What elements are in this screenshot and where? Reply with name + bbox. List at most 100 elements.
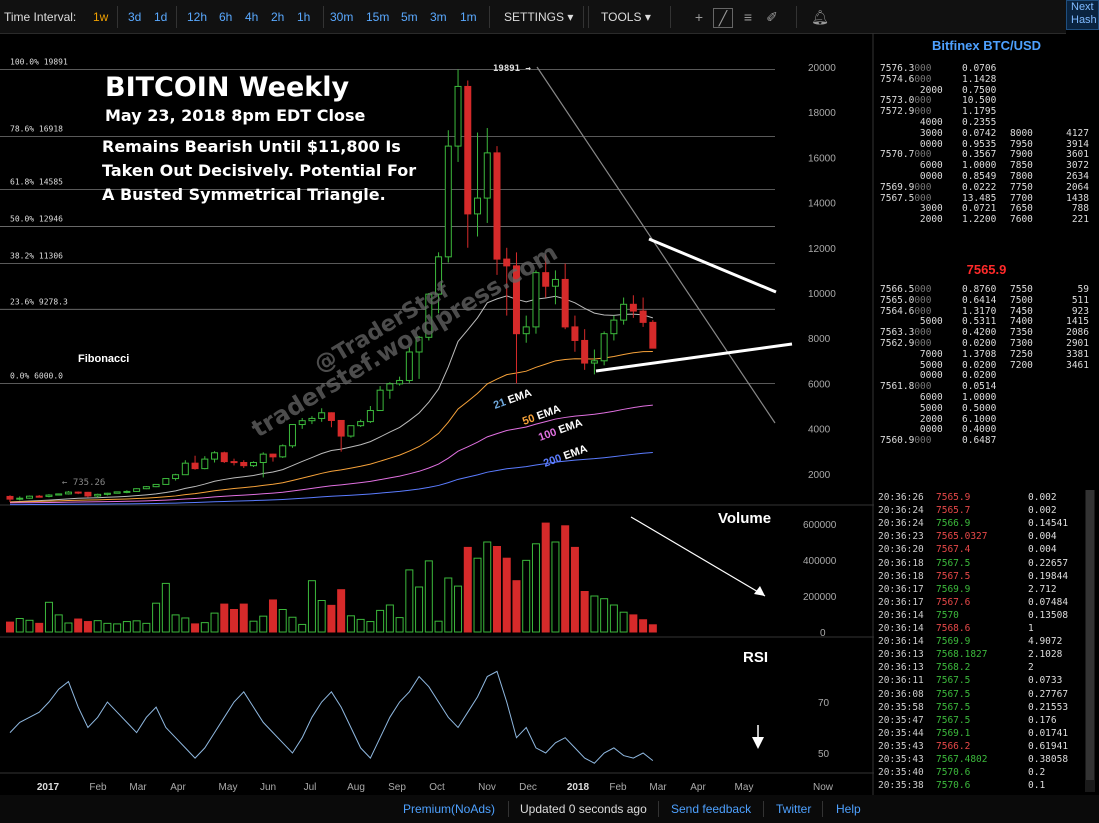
volume-bar bbox=[132, 620, 141, 633]
trade-amount: 0.14541 bbox=[1028, 518, 1069, 530]
interval-6h[interactable]: 6h bbox=[219, 10, 233, 24]
trade-amount: 2.712 bbox=[1028, 583, 1057, 595]
candle-body bbox=[454, 85, 462, 147]
x-axis-label: Dec bbox=[519, 782, 537, 793]
volume-bar bbox=[64, 622, 73, 633]
volume-bar bbox=[531, 543, 540, 633]
trade-row: 20:36:13 7568.2 2 bbox=[874, 662, 1084, 674]
separator bbox=[658, 801, 659, 817]
interval-4h[interactable]: 4h bbox=[245, 10, 259, 24]
trade-time: 20:36:20 bbox=[878, 544, 924, 556]
bell-icon[interactable]: 🔔︎ bbox=[811, 9, 829, 25]
trendline-icon[interactable]: ╱ bbox=[713, 8, 733, 28]
order-price-suffix: 000 bbox=[914, 284, 932, 295]
order-amount: 0.0514 bbox=[962, 381, 997, 393]
top-toolbar: Time Interval: 1w 3d 1d 12h 6h 4h 2h 1h 30m 15m 5m… bbox=[0, 0, 1066, 34]
trade-price: 7567.5 bbox=[936, 701, 971, 713]
interval-1d[interactable]: 1d bbox=[154, 10, 168, 24]
volume-bar bbox=[288, 616, 297, 633]
volume-bar bbox=[395, 617, 404, 633]
premium-link[interactable]: Premium(NoAds) bbox=[403, 802, 496, 816]
volume-bar bbox=[307, 580, 316, 633]
volume-bar bbox=[122, 621, 131, 633]
triangle-upper-line bbox=[648, 237, 777, 294]
interval-3d[interactable]: 3d bbox=[128, 10, 142, 24]
price-axis-tick: 4000 bbox=[808, 425, 831, 436]
tools-menu[interactable]: TOOLS ▾ bbox=[601, 10, 651, 24]
candle-body bbox=[162, 478, 170, 485]
twitter-link[interactable]: Twitter bbox=[776, 802, 812, 816]
hlines-icon[interactable]: ≡ bbox=[743, 9, 753, 25]
separator bbox=[508, 801, 509, 817]
depth-amount: 4127 bbox=[1066, 127, 1089, 139]
candle-body bbox=[435, 256, 443, 295]
volume-bar bbox=[142, 622, 151, 633]
depth-price: 7950 bbox=[1010, 138, 1033, 150]
order-price: 7563.3000 bbox=[880, 327, 932, 339]
volume-axis-tick: 0 bbox=[820, 628, 826, 639]
footer: Premium(NoAds) Updated 0 seconds ago Sen… bbox=[0, 795, 1099, 823]
mid-price: 7565.9 bbox=[966, 262, 1007, 277]
depth-amount: 1438 bbox=[1066, 192, 1089, 204]
order-price: 7561.8000 bbox=[880, 381, 932, 393]
depth-amount: 59 bbox=[1077, 284, 1089, 295]
volume-bar bbox=[415, 586, 424, 633]
interval-1h[interactable]: 1h bbox=[297, 10, 311, 24]
rsi-label: RSI bbox=[743, 649, 768, 666]
candle-body bbox=[561, 278, 569, 328]
trade-time: 20:36:13 bbox=[878, 649, 924, 661]
trade-time: 20:36:13 bbox=[878, 662, 924, 674]
trade-time: 20:35:47 bbox=[878, 714, 924, 726]
candle-body bbox=[512, 265, 520, 335]
trades-scrollbar[interactable] bbox=[1085, 490, 1095, 792]
trade-time: 20:36:17 bbox=[878, 583, 924, 595]
depth-amount: 2634 bbox=[1066, 171, 1089, 182]
next-hash-box[interactable]: Next Hash bbox=[1066, 0, 1099, 30]
trade-row: 20:35:58 7567.5 0.21553 bbox=[874, 702, 1084, 714]
trade-price: 7570.6 bbox=[936, 780, 971, 792]
trade-amount: 0.002 bbox=[1028, 505, 1057, 517]
interval-1w[interactable]: 1w bbox=[93, 10, 109, 24]
order-price: 2000 bbox=[919, 84, 943, 96]
price-chart[interactable]: 2000400060008000100001200014000160001800… bbox=[0, 33, 874, 795]
order-book-row: 7560.9000 0.6487 bbox=[874, 435, 1099, 446]
trade-price: 7568.1827 bbox=[936, 649, 988, 661]
interval-5m[interactable]: 5m bbox=[401, 10, 418, 24]
interval-30m[interactable]: 30m bbox=[330, 10, 354, 24]
interval-15m[interactable]: 15m bbox=[366, 10, 390, 24]
order-amount: 13.485 bbox=[962, 192, 997, 204]
depth-price: 7550 bbox=[1010, 284, 1033, 295]
depth-amount: 511 bbox=[1071, 294, 1089, 306]
rsi-line bbox=[9, 670, 654, 764]
order-price: 5000 bbox=[919, 402, 943, 414]
ema-period: 50 bbox=[521, 412, 537, 427]
interval-3m[interactable]: 3m bbox=[430, 10, 447, 24]
draw-icon[interactable]: ✐ bbox=[766, 9, 778, 25]
settings-menu[interactable]: SETTINGS ▾ bbox=[504, 10, 573, 24]
time-interval-label: Time Interval: bbox=[4, 10, 77, 24]
separator bbox=[489, 6, 490, 28]
depth-amount: 1415 bbox=[1066, 316, 1089, 328]
trade-amount: 0.004 bbox=[1028, 544, 1057, 556]
interval-12h[interactable]: 12h bbox=[187, 10, 208, 24]
volume-bar bbox=[210, 612, 219, 633]
trade-price: 7565.7 bbox=[936, 505, 971, 517]
order-amount: 0.3567 bbox=[962, 149, 997, 161]
order-price: 7574.6000 bbox=[880, 73, 932, 85]
order-amount: 0.6487 bbox=[962, 435, 997, 447]
order-price: 3000 bbox=[919, 203, 943, 215]
interval-1m[interactable]: 1m bbox=[460, 10, 477, 24]
order-price: 2000 bbox=[919, 413, 943, 425]
help-link[interactable]: Help bbox=[836, 802, 861, 816]
trade-row: 20:35:43 7566.2 0.61941 bbox=[874, 741, 1084, 753]
trade-time: 20:35:44 bbox=[878, 727, 924, 739]
feedback-link[interactable]: Send feedback bbox=[671, 802, 752, 816]
trade-price: 7566.2 bbox=[936, 740, 971, 752]
interval-2h[interactable]: 2h bbox=[271, 10, 285, 24]
order-book: Bitfinex BTC/USD 7576.3000 0.0706 7574.600… bbox=[874, 33, 1099, 483]
volume-bar bbox=[249, 620, 258, 633]
depth-amount: 2901 bbox=[1066, 338, 1089, 349]
volume-bar bbox=[366, 621, 375, 633]
crosshair-icon[interactable]: + bbox=[694, 9, 704, 25]
volume-bar bbox=[113, 623, 122, 633]
